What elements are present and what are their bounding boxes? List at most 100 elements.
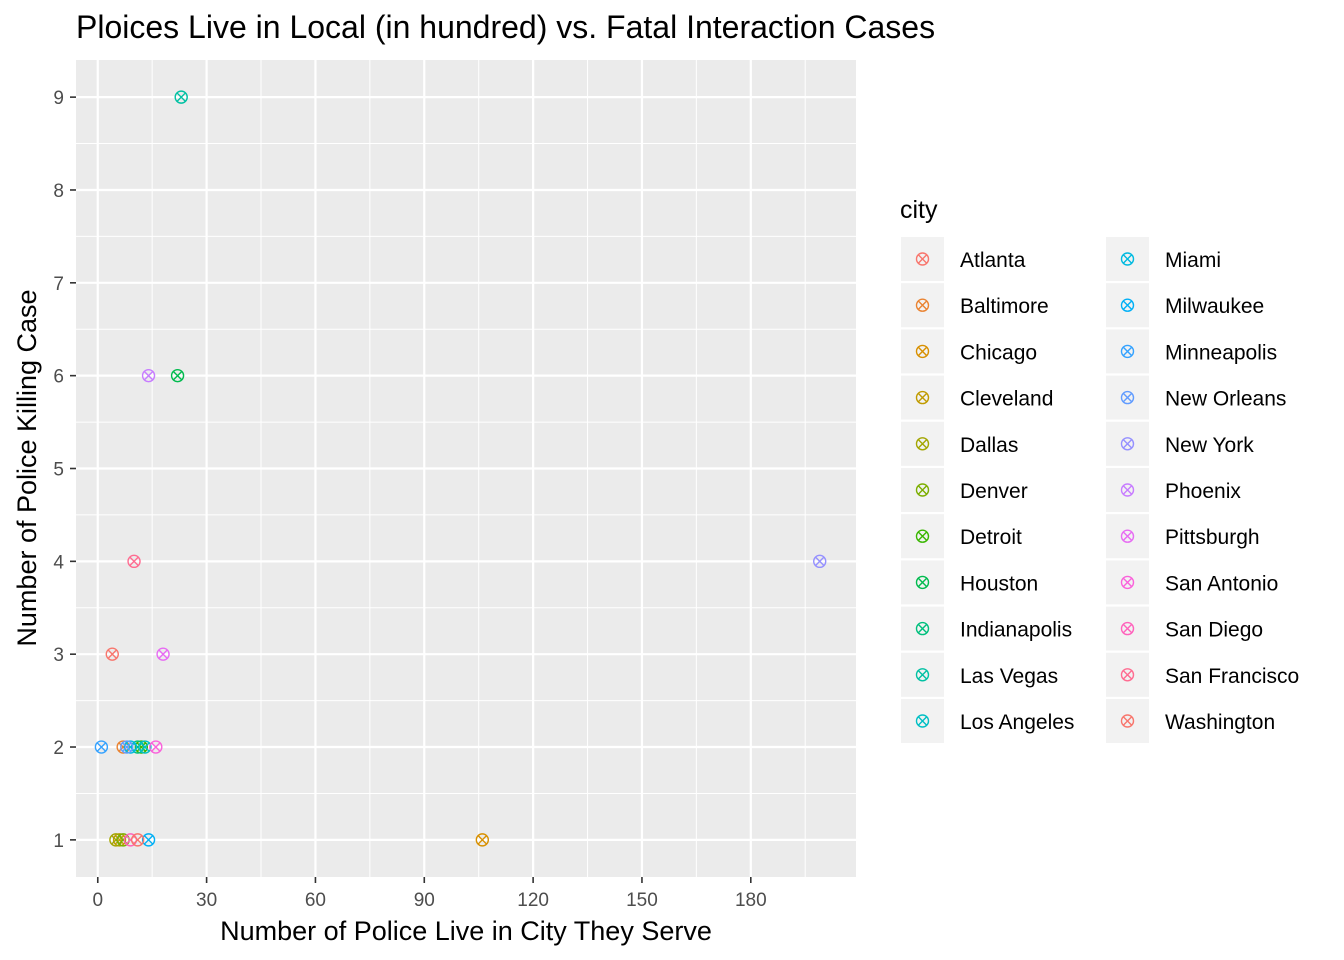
legend-item: Dallas [901, 421, 1018, 466]
legend-item: Indianapolis [901, 606, 1072, 651]
legend-item: Miami [1106, 237, 1221, 281]
legend-item: Chicago [901, 329, 1037, 374]
y-tick-label: 7 [53, 274, 64, 295]
legend-label: New York [1165, 434, 1254, 457]
legend-marker [915, 668, 930, 682]
legend-label: Denver [960, 480, 1028, 503]
legend-marker [915, 437, 930, 451]
legend-label: Detroit [960, 526, 1022, 549]
y-tick-label: 3 [53, 645, 64, 666]
x-tick-label: 120 [517, 890, 549, 911]
grid-lines [76, 60, 856, 877]
data-point [141, 368, 156, 383]
legend-label: Las Vegas [960, 665, 1058, 688]
data-point [116, 833, 130, 847]
legend-item: Cleveland [901, 375, 1053, 420]
legend-marker [1120, 390, 1135, 405]
x-tick-label: 30 [196, 890, 217, 911]
y-tick-label: 8 [53, 181, 64, 202]
y-tick-label: 4 [53, 552, 64, 573]
legend-item: Pittsburgh [1106, 514, 1260, 559]
legend-marker [915, 621, 930, 636]
data-point [94, 740, 109, 754]
legend-marker [915, 298, 930, 312]
x-tick-label: 60 [305, 890, 326, 911]
legend-title: city [900, 196, 938, 224]
legend-item: Denver [901, 468, 1028, 512]
y-tick-label: 6 [53, 367, 64, 388]
data-point [116, 740, 130, 754]
legend-item: Las Vegas [901, 652, 1058, 697]
legend-label: Los Angeles [960, 711, 1074, 734]
legend-marker [1120, 529, 1135, 543]
legend-item: Houston [901, 560, 1038, 605]
legend-label: Chicago [960, 341, 1037, 364]
legend-label: Houston [960, 572, 1038, 595]
legend-marker [1120, 298, 1135, 312]
legend-marker [1120, 344, 1135, 359]
data-point [120, 740, 134, 754]
legend-label: Phoenix [1165, 480, 1241, 503]
legend-item: Minneapolis [1106, 329, 1277, 374]
legend-label: Atlanta [960, 249, 1026, 272]
legend-marker [1120, 437, 1135, 451]
legend-label: Miami [1165, 249, 1221, 272]
legend-item: Los Angeles [901, 699, 1074, 743]
data-point [123, 740, 138, 754]
legend-marker [915, 344, 930, 359]
legend-item: San Diego [1106, 606, 1263, 651]
legend-marker [1120, 483, 1135, 497]
data-point [813, 554, 827, 569]
data-point [127, 554, 141, 569]
legend-marker [1120, 621, 1135, 636]
data-point [149, 740, 163, 754]
x-tick-label: 0 [92, 890, 103, 911]
x-tick-label: 90 [414, 890, 435, 911]
legend-label: Minneapolis [1165, 341, 1277, 364]
data-point [134, 740, 149, 754]
data-point [130, 740, 145, 754]
x-tick-label: 150 [626, 890, 658, 911]
legend-label: Milwaukee [1165, 295, 1264, 318]
legend-label: Baltimore [960, 295, 1049, 318]
legend-marker [915, 529, 930, 543]
legend-item: San Antonio [1106, 560, 1278, 605]
y-axis-title: Number of Police Killing Case [12, 289, 42, 646]
legend-label: San Diego [1165, 619, 1263, 642]
data-point [123, 833, 138, 847]
y-tick-label: 2 [53, 738, 64, 759]
legend-marker [915, 714, 930, 728]
legend: city Atlanta Baltimore Chicago Cleveland Dal… [900, 196, 1299, 743]
legend-marker [1120, 668, 1135, 682]
data-point [475, 833, 490, 847]
legend-item: Washington [1106, 699, 1275, 743]
legend-label: Dallas [960, 434, 1018, 457]
legend-marker [1120, 714, 1135, 728]
y-tick-label: 9 [53, 88, 64, 109]
legend-item: New Orleans [1106, 375, 1286, 420]
legend-item: San Francisco [1106, 652, 1299, 697]
legend-label: Pittsburgh [1165, 526, 1260, 549]
legend-label: Washington [1165, 711, 1275, 734]
data-point [141, 833, 156, 847]
data-point [105, 647, 119, 661]
axis-ticks: 0 30 60 90 120 150 180 1 2 3 4 5 6 7 8 9 [53, 88, 766, 911]
data-point [112, 833, 127, 847]
legend-item: Atlanta [901, 237, 1026, 281]
legend-marker [1120, 252, 1135, 266]
legend-label: San Francisco [1165, 665, 1299, 688]
legend-item: Phoenix [1106, 468, 1241, 512]
x-tick-label: 180 [735, 890, 767, 911]
data-point [130, 833, 145, 847]
chart-title: Ploices Live in Local (in hundred) vs. F… [76, 9, 935, 45]
y-tick-label: 1 [53, 831, 64, 852]
legend-label: Cleveland [960, 388, 1053, 411]
legend-marker [915, 575, 930, 590]
legend-marker [915, 483, 930, 497]
data-point [170, 368, 185, 383]
legend-item: Detroit [901, 514, 1022, 559]
legend-marker [1120, 575, 1135, 590]
data-points [94, 90, 827, 847]
legend-item: New York [1106, 421, 1254, 466]
